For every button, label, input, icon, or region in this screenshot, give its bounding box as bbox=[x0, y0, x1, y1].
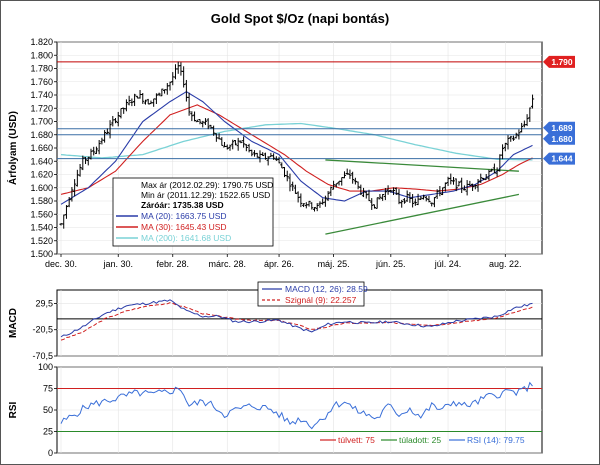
level-badge-label: 1.680 bbox=[551, 134, 573, 144]
macd-legend: MACD (12, 26): 28.59 Szignál (9): 22.257 bbox=[257, 281, 368, 307]
price-info-box: Max ár (2012.02.29): 1790.75 USD Min ár … bbox=[112, 177, 274, 247]
macd-ytick-label: -70,5 bbox=[32, 351, 53, 361]
price-xtick-label: ápr. 26. bbox=[264, 259, 294, 269]
level-badge bbox=[543, 121, 575, 134]
level-badge bbox=[543, 55, 575, 68]
price-ytick-label: 1.740 bbox=[30, 90, 53, 100]
rsi-legend: túlvett: 75 túladott: 25 RSI (14): 79.75 bbox=[320, 435, 525, 445]
horizontal-levels bbox=[57, 61, 542, 160]
price-xtick-label: jún. 25. bbox=[375, 259, 406, 269]
level-badge-label: 1.790 bbox=[551, 57, 573, 67]
trendline bbox=[325, 193, 520, 235]
price-ytick-label: 1.660 bbox=[30, 143, 53, 153]
legend-ma20: MA (20): 1663.75 USD bbox=[141, 211, 227, 221]
price-ytick-label: 1.800 bbox=[30, 50, 53, 60]
price-xtick-label: febr. 28. bbox=[156, 259, 189, 269]
macd-y-ticks: 29,5 -20,5 -70,5 bbox=[32, 298, 57, 361]
rsi-ytick-label: 75 bbox=[43, 384, 53, 394]
price-ylabel: Árfolyam (USD) bbox=[6, 111, 19, 185]
level-badge-label: 1.644 bbox=[551, 154, 573, 164]
price-xtick-label: aug. 22. bbox=[489, 259, 522, 269]
legend-overbought: túlvett: 75 bbox=[338, 435, 375, 445]
level-badge-label: 1.689 bbox=[551, 123, 573, 133]
info-box-frame bbox=[112, 177, 274, 247]
price-ytick-label: 1.720 bbox=[30, 103, 53, 113]
price-ytick-label: 1.780 bbox=[30, 64, 53, 74]
price-xtick-label: júl. 24. bbox=[434, 259, 462, 269]
trendline bbox=[325, 159, 519, 172]
price-x-ticks: dec. 30. jan. 30. febr. 28. márc. 28. ápr. 2… bbox=[45, 254, 522, 269]
trendlines bbox=[325, 159, 520, 235]
signal-line bbox=[60, 302, 533, 341]
stat-close: Záróár: 1735.38 USD bbox=[141, 200, 224, 210]
macd-ylabel: MACD bbox=[8, 308, 19, 338]
price-xtick-label: márc. 28. bbox=[209, 259, 247, 269]
ohlc-bars bbox=[59, 61, 535, 229]
macd-series bbox=[60, 299, 533, 341]
price-ytick-label: 1.600 bbox=[30, 183, 53, 193]
legend-macd: MACD (12, 26): 28.59 bbox=[285, 284, 368, 294]
legend-ma30: MA (30): 1645.43 USD bbox=[141, 222, 227, 232]
price-ytick-label: 1.640 bbox=[30, 156, 53, 166]
legend-ma200: MA (200): 1641.68 USD bbox=[141, 233, 231, 243]
price-ytick-label: 1.700 bbox=[30, 117, 53, 127]
rsi-y-ticks: 100 75 50 25 0 bbox=[38, 362, 57, 458]
ma200-line bbox=[60, 122, 533, 161]
macd-line bbox=[60, 299, 533, 338]
rsi-gridlines bbox=[57, 366, 542, 454]
macd-gridlines bbox=[57, 290, 542, 357]
price-ytick-label: 1.520 bbox=[30, 236, 53, 246]
rsi-series bbox=[60, 381, 533, 430]
price-xtick-label: máj. 25. bbox=[318, 259, 350, 269]
ma30-line bbox=[60, 104, 533, 195]
price-y-ticks: 1.500 1.520 1.540 1.560 1.580 1.600 1.620 1.640… bbox=[30, 37, 57, 259]
macd-legend-frame bbox=[257, 281, 365, 307]
stat-max: Max ár (2012.02.29): 1790.75 USD bbox=[141, 180, 273, 190]
stat-min: Min ár (2011.12.29): 1522.65 USD bbox=[141, 190, 270, 200]
price-xtick-label: jan. 30. bbox=[102, 259, 133, 269]
macd-ytick-label: 29,5 bbox=[35, 298, 53, 308]
level-badge bbox=[543, 152, 575, 165]
rsi-ytick-label: 0 bbox=[48, 448, 53, 458]
rsi-ytick-label: 100 bbox=[38, 362, 53, 372]
rsi-ytick-label: 25 bbox=[43, 427, 53, 437]
ma20-line bbox=[60, 91, 533, 205]
price-ytick-label: 1.680 bbox=[30, 130, 53, 140]
rsi-ylabel: RSI bbox=[8, 401, 19, 418]
legend-oversold: túladott: 25 bbox=[399, 435, 441, 445]
ma200-series bbox=[60, 122, 533, 161]
rsi-line bbox=[60, 381, 533, 430]
legend-signal: Szignál (9): 22.257 bbox=[285, 295, 357, 305]
ma20-series bbox=[60, 91, 533, 205]
price-ytick-label: 1.760 bbox=[30, 77, 53, 87]
price-ytick-label: 1.580 bbox=[30, 196, 53, 206]
price-xtick-label: dec. 30. bbox=[45, 259, 77, 269]
ma30-series bbox=[60, 104, 533, 195]
price-ytick-label: 1.620 bbox=[30, 170, 53, 180]
legend-rsi: RSI (14): 79.75 bbox=[467, 435, 525, 445]
price-ytick-label: 1.820 bbox=[30, 37, 53, 47]
macd-ytick-label: -20,5 bbox=[32, 325, 53, 335]
level-badge bbox=[543, 132, 575, 145]
price-ytick-label: 1.560 bbox=[30, 209, 53, 219]
chart-title: Gold Spot $/Oz (napi bontás) bbox=[211, 11, 389, 26]
price-ytick-label: 1.540 bbox=[30, 223, 53, 233]
rsi-ytick-label: 50 bbox=[43, 405, 53, 415]
price-ytick-label: 1.500 bbox=[30, 249, 53, 259]
